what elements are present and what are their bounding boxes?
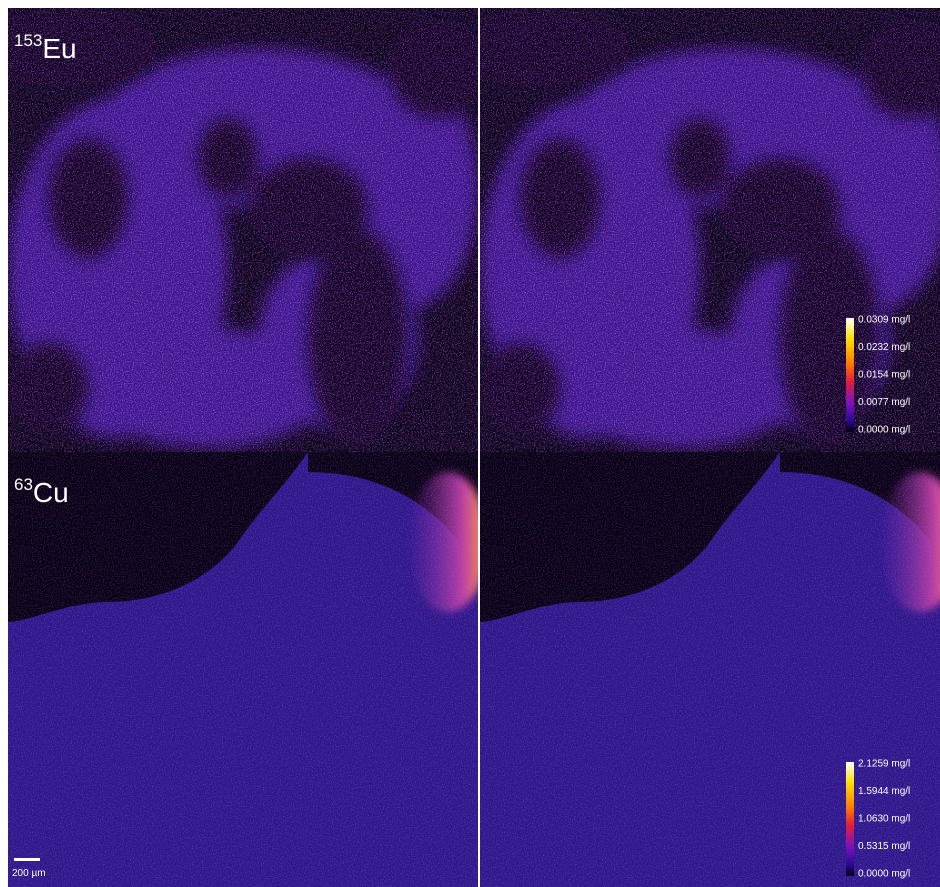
element-symbol: Eu <box>42 33 76 64</box>
colorbar-tick-label: 0.0154 mg/l <box>858 370 910 381</box>
figure: 153Eu 63Cu 0.0309 mg/l 0.0232 mg/l 0.0154 … <box>0 0 940 887</box>
colorbar-tick-label: 0.0077 mg/l <box>858 397 910 408</box>
cu-map-left <box>8 452 488 887</box>
scale-label: 200 µm <box>12 868 46 879</box>
colorbar-tick-label: 1.0630 mg/l <box>858 814 910 825</box>
colorbar-tick-label: 2.1259 mg/l <box>858 759 910 770</box>
colorbar-tick-label: 0.0309 mg/l <box>858 315 910 326</box>
cu-panels <box>8 452 940 887</box>
colorbar-tick-label: 0.0000 mg/l <box>858 425 910 436</box>
colorbar <box>846 318 854 432</box>
colorbar <box>846 762 854 876</box>
colorbar-tick-label: 0.0000 mg/l <box>858 869 910 880</box>
colorbar-tick-label: 1.5944 mg/l <box>858 786 910 797</box>
mass-number: 63 <box>14 475 33 494</box>
element-symbol: Cu <box>33 477 69 508</box>
mass-number: 153 <box>14 31 42 50</box>
colorbar-tick-label: 0.0232 mg/l <box>858 342 910 353</box>
eu-map-right <box>450 8 940 452</box>
eu-map-left <box>0 8 488 452</box>
colorbar-tick-label: 0.5315 mg/l <box>858 841 910 852</box>
eu-panels <box>0 8 940 452</box>
scale-line <box>14 858 40 861</box>
